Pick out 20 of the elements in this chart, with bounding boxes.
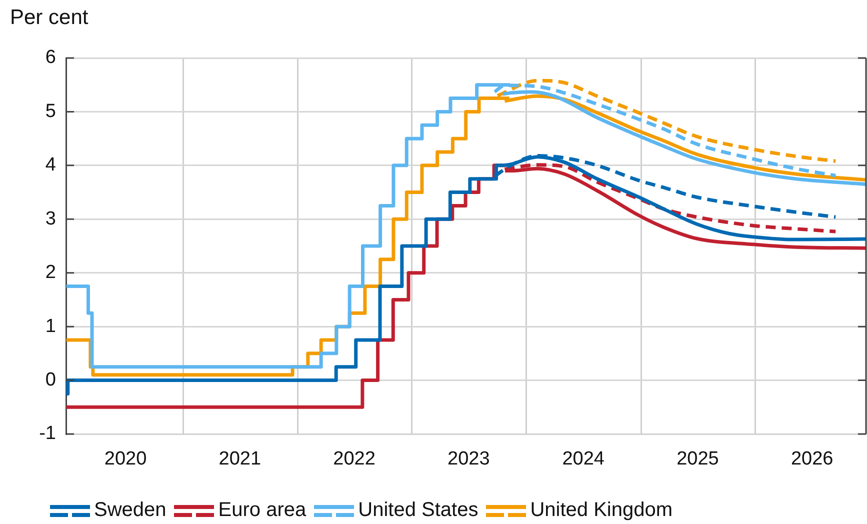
y-tick-label: 0 bbox=[45, 370, 56, 391]
y-tick-label: 3 bbox=[45, 208, 56, 230]
y-tick-label: -1 bbox=[39, 423, 56, 444]
legend-label: Euro area bbox=[218, 499, 306, 522]
x-tick-label: 2023 bbox=[448, 448, 490, 470]
legend-label: United States bbox=[358, 499, 478, 522]
x-tick-label: 2026 bbox=[790, 448, 834, 470]
x-tick-label: 2021 bbox=[218, 448, 262, 470]
x-tick-label: 2022 bbox=[333, 448, 376, 470]
legend-label: Sweden bbox=[94, 499, 166, 522]
y-tick-label: 5 bbox=[45, 100, 56, 122]
y-tick-label: 2 bbox=[45, 262, 56, 284]
y-tick-label: 4 bbox=[45, 154, 56, 176]
y-tick-label: 6 bbox=[45, 47, 56, 68]
x-tick-label: 2020 bbox=[104, 448, 147, 470]
x-tick-label: 2025 bbox=[676, 448, 719, 470]
y-axis-title: Per cent bbox=[10, 6, 88, 30]
legend-label: United Kingdom bbox=[530, 499, 673, 522]
x-tick-label: 2024 bbox=[562, 448, 605, 470]
y-tick-label: 1 bbox=[45, 316, 56, 337]
